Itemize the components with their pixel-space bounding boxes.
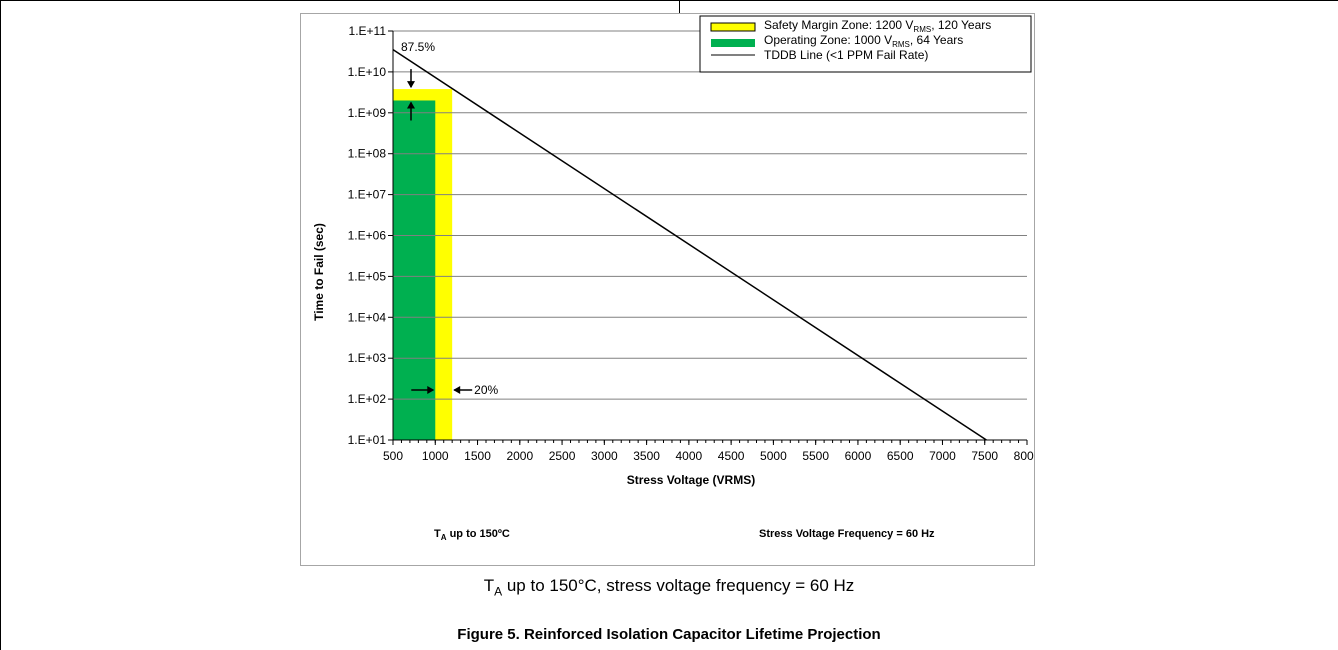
side-percent-label: 20% [474,383,498,397]
caption-subscript: A [494,584,503,599]
x-tick-label: 7500 [971,449,998,463]
y-tick-label: 1.E+10 [348,65,387,79]
legend-entry: TDDB Line (<1 PPM Fail Rate) [764,48,928,62]
tddb-line [392,49,987,441]
top-percent-label: 87.5% [401,40,435,54]
column-divider-rule [679,0,680,13]
y-tick-label: 1.E+06 [348,229,387,243]
legend-safety-swatch [710,22,756,32]
figure-title: Figure 5. Reinforced Isolation Capacitor… [457,626,881,643]
x-tick-label: 500 [383,449,403,463]
axes-layer: 1.E+01 1.E+02 1.E+03 1.E+04 1.E+05 1.E+06 1.E+… [348,24,1034,463]
y-tick-label: 1.E+04 [348,310,387,324]
line-layer [392,49,987,441]
operating-zone [393,100,436,440]
x-tick-label: 3500 [633,449,660,463]
y-tick-label: 1.E+07 [348,188,387,202]
x-tick-label: 2500 [549,449,576,463]
x-tick-label: 4000 [676,449,703,463]
y-tick-label: 1.E+02 [348,392,387,406]
top-border-rule [0,0,1338,1]
chart-frame: 1.E+01 1.E+02 1.E+03 1.E+04 1.E+05 1.E+06 1.E+… [300,13,1035,566]
legend: Safety Margin Zone: 1200 VRMS, 120 Years… [699,15,1032,73]
x-tick-label: 6000 [845,449,872,463]
grid-layer [393,30,1027,400]
legend-entry: Operating Zone: 1000 VRMS, 64 Years [764,33,963,49]
x-tick-label: 1500 [464,449,491,463]
temperature-note-text: up to 150ºC [447,528,510,540]
x-tick-label: 5000 [760,449,787,463]
down-arrow-head [407,81,415,89]
zones-layer [393,89,453,440]
x-tick-label: 4500 [718,449,745,463]
y-tick-label: 1.E+08 [348,147,387,161]
x-axis-title: Stress Voltage (VRMS) [627,473,755,487]
x-tick-label: 3000 [591,449,618,463]
x-tick-label: 5500 [802,449,829,463]
x-tick-label: 2000 [506,449,533,463]
x-tick-label: 8000 [1014,449,1034,463]
left-border-rule [0,0,1,650]
x-tick-label: 7000 [929,449,956,463]
y-axis-title: Time to Fail (sec) [312,223,326,321]
legend-entry: Safety Margin Zone: 1200 VRMS, 120 Years [764,18,991,34]
x-tick-label: 6500 [887,449,914,463]
caption-line: TA up to 150°C, stress voltage frequency… [0,576,1338,598]
x-tick-label: 1000 [422,449,449,463]
annotation-layer: 87.5% 20% [401,40,499,397]
temperature-note-symbol: T [434,528,441,540]
temperature-note-subscript: A [441,533,447,542]
y-tick-label: 1.E+01 [348,433,387,447]
y-tick-label: 1.E+05 [348,269,387,283]
temperature-note: TA up to 150ºC [434,528,510,542]
legend-operating-swatch [711,39,755,47]
y-tick-label: 1.E+03 [348,351,387,365]
frequency-note: Stress Voltage Frequency = 60 Hz [759,528,935,540]
y-tick-label: 1.E+09 [348,106,387,120]
caption-text: up to 150°C, stress voltage frequency = … [502,576,855,595]
caption-symbol: T [483,576,495,595]
up-arrow-head [407,101,415,109]
right-arrow-head [427,386,435,394]
left-arrow-head [453,386,461,394]
y-tick-label: 1.E+11 [349,24,387,38]
lifetime-chart: 1.E+01 1.E+02 1.E+03 1.E+04 1.E+05 1.E+06 1.E+… [312,15,1034,542]
